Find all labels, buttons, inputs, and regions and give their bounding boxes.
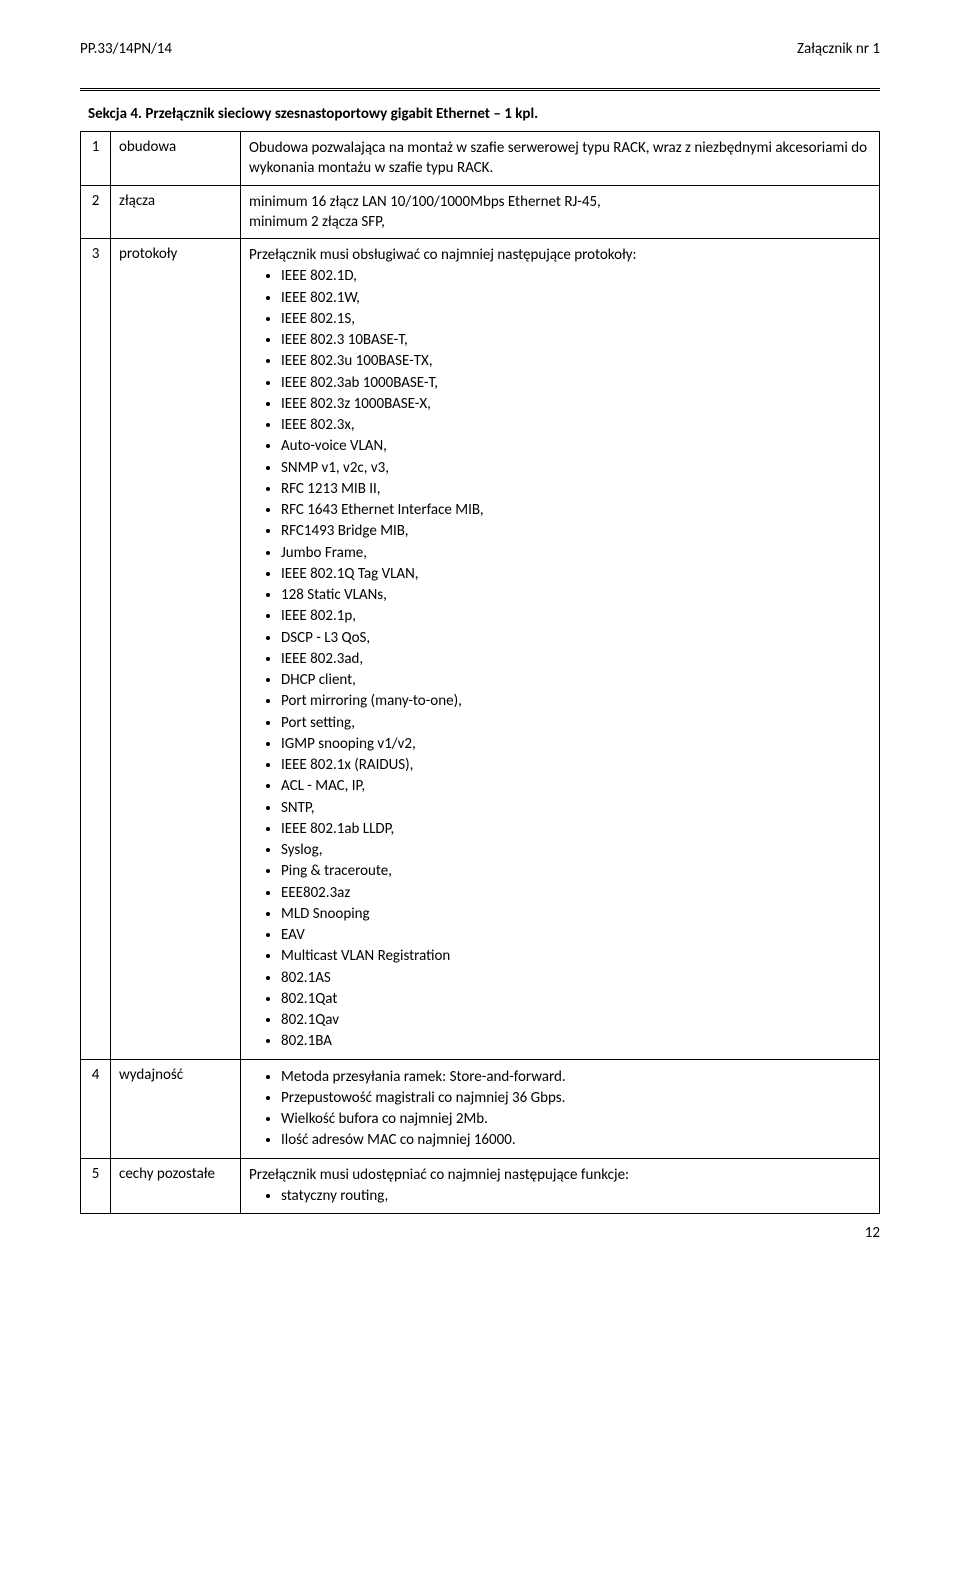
list-item: RFC 1213 MIB II, xyxy=(281,479,871,499)
row-content: Metoda przesyłania ramek: Store-and-forw… xyxy=(241,1059,880,1158)
list-item: 128 Static VLANs, xyxy=(281,585,871,605)
list-item: IEEE 802.3x, xyxy=(281,415,871,435)
list-item: Syslog, xyxy=(281,840,871,860)
list-item: RFC1493 Bridge MIB, xyxy=(281,521,871,541)
list-item: MLD Snooping xyxy=(281,904,871,924)
row-number: 1 xyxy=(81,132,111,186)
list-item: SNTP, xyxy=(281,798,871,818)
bullet-list: IEEE 802.1D,IEEE 802.1W,IEEE 802.1S,IEEE… xyxy=(249,266,871,1051)
page-header: PP.33/14PN/14 Załącznik nr 1 xyxy=(80,40,880,58)
list-item: IEEE 802.1Q Tag VLAN, xyxy=(281,564,871,584)
row-content: Przełącznik musi udostępniać co najmniej… xyxy=(241,1158,880,1214)
list-item: Port mirroring (many-to-one), xyxy=(281,691,871,711)
row-number: 4 xyxy=(81,1059,111,1158)
row-number: 5 xyxy=(81,1158,111,1214)
table-row: 3protokoły Przełącznik musi obsługiwać co… xyxy=(81,239,880,1060)
row-content: Przełącznik musi obsługiwać co najmniej … xyxy=(241,239,880,1060)
section-border: Sekcja 4. Przełącznik sieciowy szesnasto… xyxy=(80,88,880,1214)
row-label: obudowa xyxy=(111,132,241,186)
list-item: Ilość adresów MAC co najmniej 16000. xyxy=(281,1130,871,1150)
row-label: złącza xyxy=(111,185,241,239)
list-item: IEEE 802.1S, xyxy=(281,309,871,329)
list-item: EEE802.3az xyxy=(281,883,871,903)
list-item: IEEE 802.3z 1000BASE-X, xyxy=(281,394,871,414)
list-item: 802.1Qat xyxy=(281,989,871,1009)
list-item: Multicast VLAN Registration xyxy=(281,946,871,966)
row-number: 2 xyxy=(81,185,111,239)
list-item: IEEE 802.1ab LLDP, xyxy=(281,819,871,839)
list-item: Auto-voice VLAN, xyxy=(281,436,871,456)
list-item: Port setting, xyxy=(281,713,871,733)
header-right: Załącznik nr 1 xyxy=(797,40,880,58)
list-item: IEEE 802.3 10BASE-T, xyxy=(281,330,871,350)
list-item: Metoda przesyłania ramek: Store-and-forw… xyxy=(281,1067,871,1087)
list-item: Jumbo Frame, xyxy=(281,543,871,563)
list-item: DHCP client, xyxy=(281,670,871,690)
list-item: statyczny routing, xyxy=(281,1186,871,1206)
list-item: RFC 1643 Ethernet Interface MIB, xyxy=(281,500,871,520)
list-item: IEEE 802.1W, xyxy=(281,288,871,308)
list-item: DSCP - L3 QoS, xyxy=(281,628,871,648)
table-row: 4wydajność Metoda przesyłania ramek: Stor… xyxy=(81,1059,880,1158)
bullet-list: Metoda przesyłania ramek: Store-and-forw… xyxy=(249,1067,871,1151)
table-row: 2złączaminimum 16 złącz LAN 10/100/1000M… xyxy=(81,185,880,239)
list-item: IEEE 802.3ab 1000BASE-T, xyxy=(281,373,871,393)
bullet-list: statyczny routing, xyxy=(249,1186,871,1206)
row-text: minimum 16 złącz LAN 10/100/1000Mbps Eth… xyxy=(249,192,871,233)
spec-table: 1obudowaObudowa pozwalająca na montaż w … xyxy=(80,131,880,1214)
list-item: IEEE 802.1x (RAIDUS), xyxy=(281,755,871,775)
list-item: 802.1Qav xyxy=(281,1010,871,1030)
row-number: 3 xyxy=(81,239,111,1060)
list-item: SNMP v1, v2c, v3, xyxy=(281,458,871,478)
list-item: IEEE 802.3ad, xyxy=(281,649,871,669)
header-left: PP.33/14PN/14 xyxy=(80,40,172,58)
row-lead: Przełącznik musi obsługiwać co najmniej … xyxy=(249,245,871,265)
list-item: IEEE 802.1D, xyxy=(281,266,871,286)
row-label: protokoły xyxy=(111,239,241,1060)
row-content: Obudowa pozwalająca na montaż w szafie s… xyxy=(241,132,880,186)
row-content: minimum 16 złącz LAN 10/100/1000Mbps Eth… xyxy=(241,185,880,239)
row-lead: Przełącznik musi udostępniać co najmniej… xyxy=(249,1165,871,1185)
section-title: Sekcja 4. Przełącznik sieciowy szesnasto… xyxy=(80,91,880,131)
list-item: EAV xyxy=(281,925,871,945)
list-item: Wielkość bufora co najmniej 2Mb. xyxy=(281,1109,871,1129)
list-item: IEEE 802.3u 100BASE-TX, xyxy=(281,351,871,371)
list-item: 802.1AS xyxy=(281,968,871,988)
list-item: Ping & traceroute, xyxy=(281,861,871,881)
list-item: Przepustowość magistrali co najmniej 36 … xyxy=(281,1088,871,1108)
row-text: Obudowa pozwalająca na montaż w szafie s… xyxy=(249,138,871,179)
table-row: 5cechy pozostałe Przełącznik musi udostęp… xyxy=(81,1158,880,1214)
list-item: IEEE 802.1p, xyxy=(281,606,871,626)
list-item: 802.1BA xyxy=(281,1031,871,1051)
table-row: 1obudowaObudowa pozwalająca na montaż w … xyxy=(81,132,880,186)
row-label: cechy pozostałe xyxy=(111,1158,241,1214)
row-label: wydajność xyxy=(111,1059,241,1158)
page-number: 12 xyxy=(80,1224,880,1242)
list-item: ACL - MAC, IP, xyxy=(281,776,871,796)
list-item: IGMP snooping v1/v2, xyxy=(281,734,871,754)
